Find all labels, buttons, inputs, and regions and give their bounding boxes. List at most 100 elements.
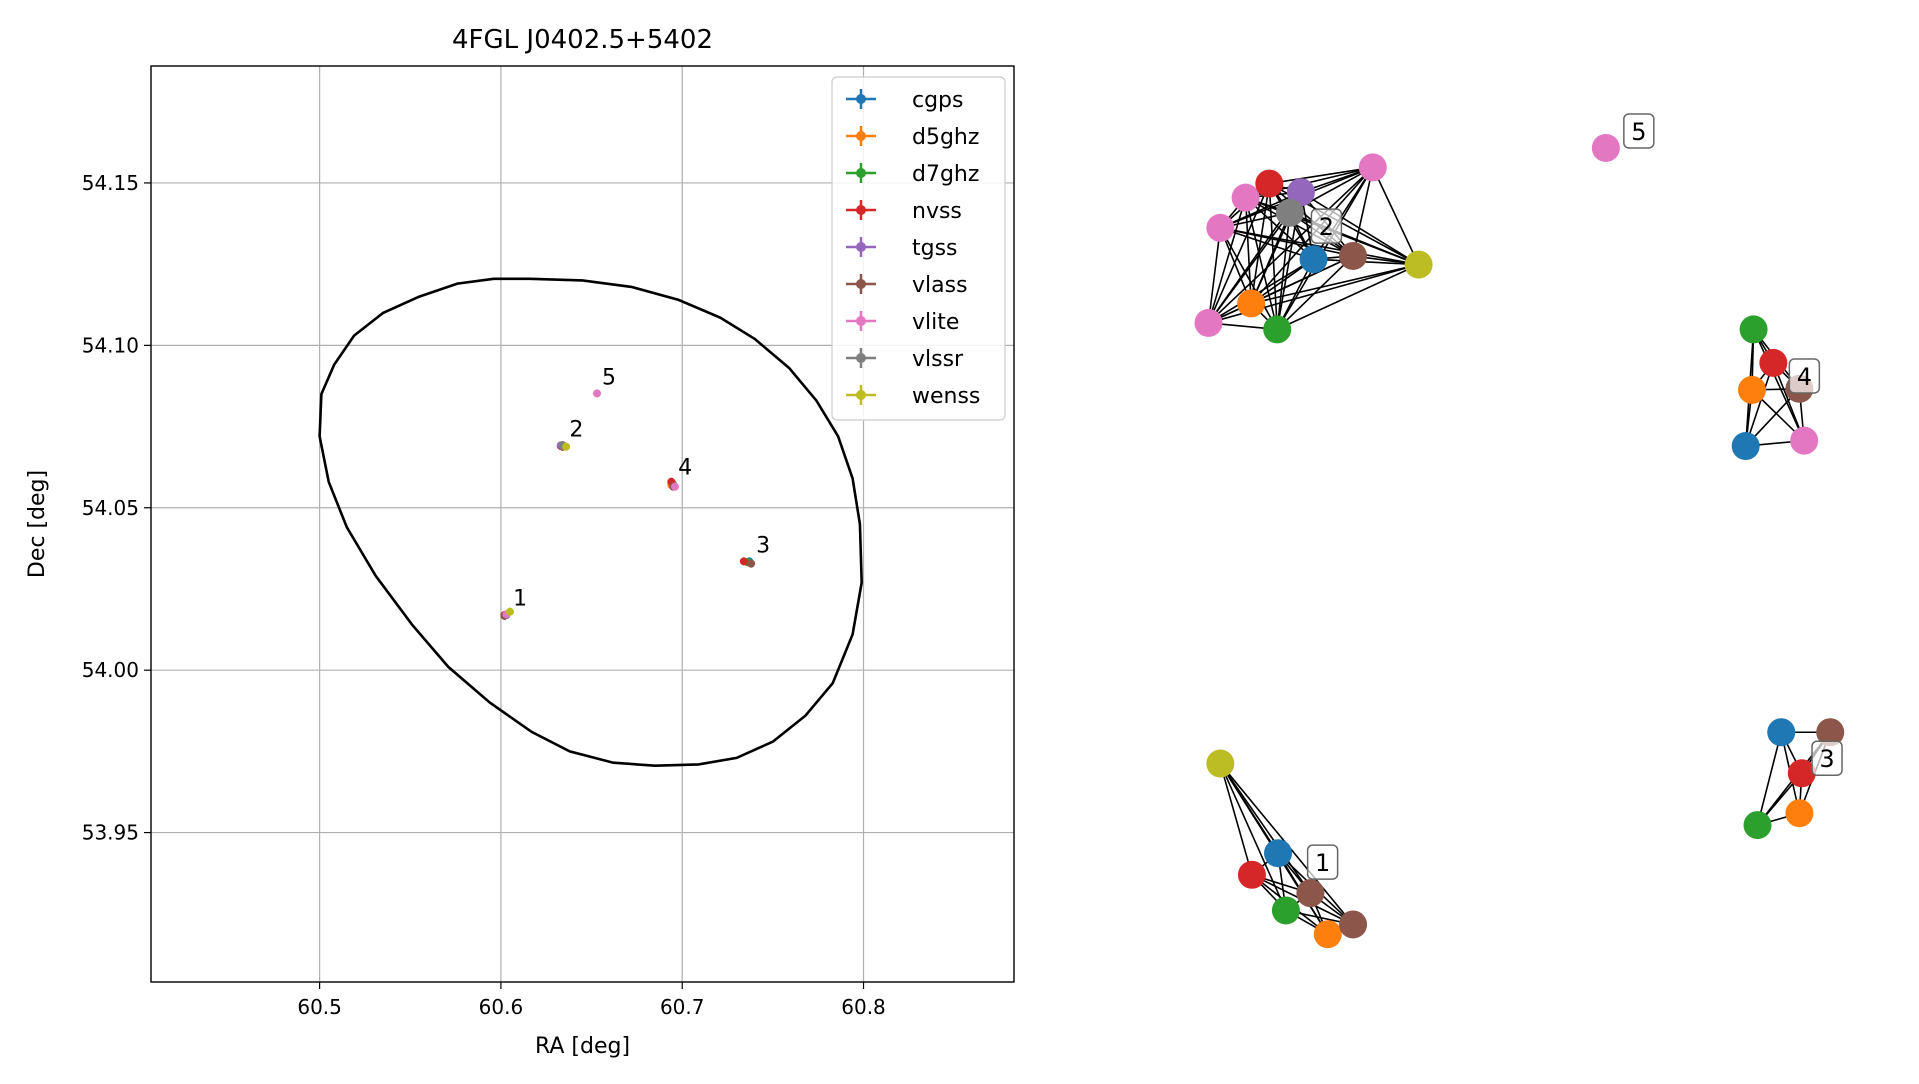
graph-node xyxy=(1731,432,1760,461)
legend-label: tgss xyxy=(912,236,958,261)
graph-node xyxy=(1255,169,1284,198)
legend-box xyxy=(831,76,1006,421)
graph-edge xyxy=(1245,196,1354,257)
cluster-label-box xyxy=(1306,844,1339,880)
graph-node xyxy=(1404,250,1433,279)
cluster-label-text: 3 xyxy=(1819,745,1834,773)
y-axis-label: Dec [deg] xyxy=(25,470,50,578)
y-tick-label: 54.05 xyxy=(82,496,139,520)
legend-label: vlite xyxy=(912,310,959,335)
legend-label: nvss xyxy=(912,199,962,224)
y-tick-label: 54.00 xyxy=(82,658,139,682)
graph-edge xyxy=(1744,362,1775,447)
legend-marker xyxy=(856,316,866,326)
cluster-label: 5 xyxy=(1623,113,1655,149)
legend-label: cgps xyxy=(912,88,964,113)
point-wenss xyxy=(562,442,571,451)
cluster-label: 3 xyxy=(1811,740,1843,776)
graph-node xyxy=(1286,178,1315,207)
legend-label: d7ghz xyxy=(912,162,979,187)
x-axis-label: RA [deg] xyxy=(535,1034,630,1059)
graph-edge xyxy=(1207,183,1271,324)
point-annotations: 1 2 3 4 5 xyxy=(513,365,770,611)
graph-edges xyxy=(1207,166,1831,935)
graph-node xyxy=(1231,183,1260,212)
legend-label: wenss xyxy=(912,384,980,409)
point-wenss xyxy=(505,607,514,616)
point-vlite xyxy=(670,482,679,491)
graph-edge xyxy=(1245,197,1315,260)
graph-edge xyxy=(1207,227,1222,324)
legend-entry: vlass xyxy=(846,273,968,298)
graph-edge xyxy=(1352,167,1374,257)
legend-label: vlssr xyxy=(912,347,964,372)
cluster-label-text: 2 xyxy=(1319,213,1334,241)
graph-edge xyxy=(1276,255,1354,330)
graph-node xyxy=(1206,213,1235,242)
axis-ticks: 60.5 60.6 60.7 60.8 53.95 54.00 54.05 54.10 54.1… xyxy=(82,171,886,1019)
graph-node xyxy=(1275,198,1304,227)
cluster-label-box xyxy=(1788,358,1821,394)
graph-edge xyxy=(1276,263,1419,331)
graph-edge xyxy=(1268,183,1279,330)
graph-node xyxy=(1296,879,1325,908)
cluster-label-box xyxy=(1811,740,1843,776)
point-marker xyxy=(593,389,602,398)
cluster-label: 1 xyxy=(1306,844,1339,880)
graph-node xyxy=(1271,896,1300,925)
graph-node xyxy=(1759,348,1788,377)
graph-edge xyxy=(1269,166,1373,185)
point-nvss xyxy=(739,557,748,566)
legend-entry: cgps xyxy=(846,88,964,113)
legend-label: vlass xyxy=(912,273,968,298)
point-marker xyxy=(739,557,748,566)
legend-entry: d7ghz xyxy=(846,162,979,187)
cluster-label-text: 1 xyxy=(1315,849,1330,877)
graph-edge xyxy=(1756,732,1783,826)
cluster-label-text: 5 xyxy=(1631,118,1646,146)
point-marker xyxy=(505,607,514,616)
graph-edge xyxy=(1276,166,1374,330)
point-marker xyxy=(670,482,679,491)
graph-edge xyxy=(1220,227,1314,260)
point-label: 4 xyxy=(678,455,692,480)
point-label: 3 xyxy=(756,533,770,558)
legend-marker xyxy=(856,168,866,178)
graph-edge xyxy=(1219,227,1278,330)
graph-node xyxy=(1237,289,1266,318)
cluster-label-text: 4 xyxy=(1797,363,1812,391)
graph-edge xyxy=(1276,212,1291,330)
legend-entry: tgss xyxy=(846,236,958,261)
graph-edge xyxy=(1313,258,1419,266)
x-tick-label: 60.5 xyxy=(297,995,342,1019)
graph-node xyxy=(1591,133,1620,162)
graph-edge xyxy=(1207,166,1374,324)
point-label: 1 xyxy=(513,586,527,611)
graph-node xyxy=(1313,920,1342,949)
point-marker xyxy=(747,559,756,568)
graph-node xyxy=(1264,839,1292,868)
graph-node xyxy=(1237,860,1266,889)
legend-marker xyxy=(856,390,866,400)
graph-nodes xyxy=(1194,133,1845,949)
graph-node xyxy=(1206,749,1235,778)
y-tick-label: 54.15 xyxy=(82,171,139,195)
cluster-label: 4 xyxy=(1788,358,1821,394)
graph-edge xyxy=(1372,167,1420,265)
legend-marker xyxy=(856,94,866,104)
x-tick-label: 60.6 xyxy=(479,995,524,1019)
graph-edge xyxy=(1250,212,1291,304)
graph-node xyxy=(1785,799,1814,828)
sky-map-plot: 1 2 3 4 5 60.5 60.6 60.7 60.8 53.95 54.00 54.05 54.… xyxy=(25,25,1015,1059)
graph-node xyxy=(1787,759,1816,788)
graph-node xyxy=(1299,245,1328,274)
graph-edge xyxy=(1219,763,1253,876)
graph-edge xyxy=(1250,183,1271,304)
legend-entry: d5ghz xyxy=(846,125,979,150)
uncertainty-ellipse xyxy=(318,277,864,768)
cluster-label: 2 xyxy=(1310,208,1343,244)
graph-edge xyxy=(1219,763,1312,894)
graph-edge xyxy=(1250,255,1354,305)
legend-label: d5ghz xyxy=(912,125,979,150)
